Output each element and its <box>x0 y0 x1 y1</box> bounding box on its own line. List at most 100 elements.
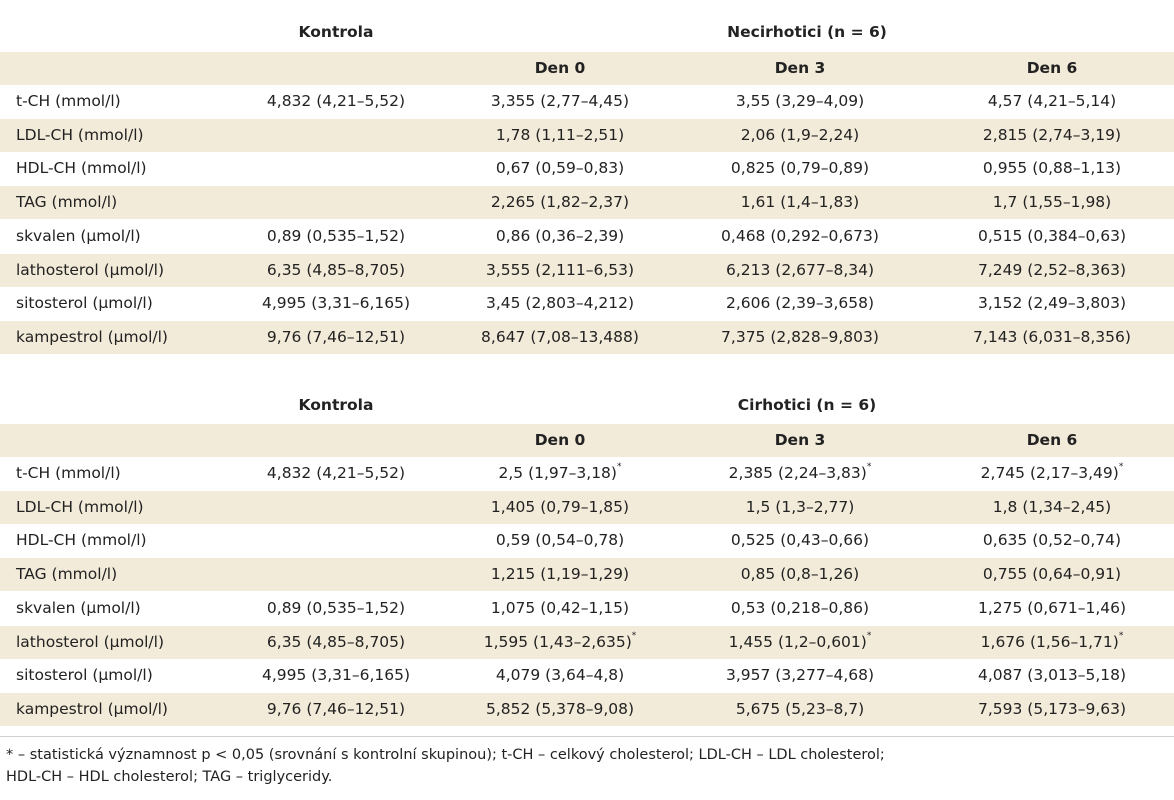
den0-cell-value: 4,079 (3,64–4,8) <box>495 666 625 685</box>
day-header: Den 6 <box>1026 431 1078 449</box>
den3-cell-value: 3,957 (3,277–4,68) <box>725 666 875 685</box>
table-row: skvalen (µmol/l) 0,89 (0,535–1,52) 1,075 (… <box>0 592 1174 625</box>
den6-cell: 2,815 (2,74–3,19) <box>930 119 1174 152</box>
den0-cell: 2,265 (1,82–2,37) <box>440 186 680 219</box>
den0-cell-value: 3,355 (2,77–4,45) <box>490 92 630 110</box>
den3-cell-value: 3,55 (3,29–4,09) <box>735 92 865 110</box>
den6-cell: 2,745 (2,17–3,49)* <box>930 457 1174 490</box>
den3-cell-value: 5,675 (5,23–8,7) <box>735 699 865 718</box>
den6-cell-value: 1,275 (0,671–1,46) <box>977 598 1127 617</box>
row-label-value: t-CH (mmol/l) <box>16 464 121 482</box>
control-cell <box>216 558 456 591</box>
den3-cell: 3,957 (3,277–4,68) <box>680 659 920 692</box>
den6-cell: 0,635 (0,52–0,74) <box>930 524 1174 557</box>
den0-cell-value: 3,555 (2,111–6,53) <box>485 260 635 279</box>
group-header-row: Kontrola Necirhotici (n = 6) <box>0 16 1174 49</box>
control-cell-value: 4,832 (4,21–5,52) <box>266 92 406 110</box>
table-row: LDL-CH (mmol/l) 1,405 (0,79–1,85) 1,5 (1,3… <box>0 490 1174 524</box>
row-label: LDL-CH (mmol/l) <box>16 491 144 524</box>
den6-cell: 3,152 (2,49–3,803) <box>930 287 1174 320</box>
den3-cell: 1,61 (1,4–1,83) <box>680 186 920 219</box>
den6-cell: 7,593 (5,173–9,63) <box>930 693 1174 726</box>
den0-cell: 2,5 (1,97–3,18)* <box>440 457 680 490</box>
row-label: kampestrol (µmol/l) <box>16 321 168 354</box>
den6-cell-value: 0,755 (0,64–0,91) <box>982 565 1122 584</box>
control-cell: 4,832 (4,21–5,52) <box>216 85 456 118</box>
den3-cell: 5,675 (5,23–8,7) <box>680 693 920 726</box>
footnote-line: HDL-CH – HDL cholesterol; TAG – triglyce… <box>6 769 333 785</box>
control-cell: 6,35 (4,85–8,705) <box>216 254 456 287</box>
control-cell <box>216 186 456 219</box>
den6-cell-value: 7,249 (2,52–8,363) <box>977 260 1127 279</box>
table-row: t-CH (mmol/l) 4,832 (4,21–5,52) 2,5 (1,97–… <box>0 457 1174 490</box>
den0-cell: 3,355 (2,77–4,45) <box>440 85 680 118</box>
row-label-value: skvalen (µmol/l) <box>16 226 141 245</box>
table-row: lathosterol (µmol/l) 6,35 (4,85–8,705) 1,5… <box>0 625 1174 659</box>
control-cell <box>216 524 456 557</box>
row-label-value: sitosterol (µmol/l) <box>16 294 153 313</box>
den6-cell: 1,676 (1,56–1,71)* <box>930 626 1174 659</box>
control-cell <box>216 152 456 185</box>
row-label: LDL-CH (mmol/l) <box>16 119 144 152</box>
significance-marker: * <box>616 462 622 472</box>
den0-cell: 0,86 (0,36–2,39) <box>440 220 680 253</box>
row-label: sitosterol (µmol/l) <box>16 659 153 692</box>
den0-cell-value: 1,405 (0,79–1,85) <box>490 497 630 516</box>
row-label: skvalen (µmol/l) <box>16 592 141 625</box>
significance-marker: * <box>866 462 872 472</box>
control-cell: 9,76 (7,46–12,51) <box>216 321 456 354</box>
control-header: Kontrola <box>298 396 374 414</box>
den3-cell-value: 1,61 (1,4–1,83) <box>740 193 860 212</box>
den3-cell-value: 1,5 (1,3–2,77) <box>745 497 855 516</box>
significance-marker: * <box>1118 462 1124 472</box>
control-cell: 4,995 (3,31–6,165) <box>216 287 456 320</box>
row-label-value: t-CH (mmol/l) <box>16 92 121 110</box>
day-header: Den 3 <box>774 59 826 77</box>
den3-cell-value: 0,525 (0,43–0,66) <box>730 531 870 550</box>
day-header: Den 0 <box>534 431 586 449</box>
row-label-value: skvalen (µmol/l) <box>16 598 141 617</box>
control-cell <box>216 119 456 152</box>
row-label: TAG (mmol/l) <box>16 558 117 591</box>
row-label-value: HDL-CH (mmol/l) <box>16 531 147 550</box>
den6-cell-value: 1,676 (1,56–1,71) <box>980 632 1119 651</box>
den3-cell: 0,85 (0,8–1,26) <box>680 558 920 591</box>
den6-cell: 0,515 (0,384–0,63) <box>930 220 1174 253</box>
den6-cell-value: 2,745 (2,17–3,49) <box>980 464 1119 482</box>
den0-cell-value: 3,45 (2,803–4,212) <box>485 294 635 313</box>
group-header: Necirhotici (n = 6) <box>727 23 887 41</box>
row-label-value: TAG (mmol/l) <box>16 565 118 584</box>
den6-cell-value: 4,57 (4,21–5,14) <box>987 92 1117 110</box>
control-cell <box>216 491 456 524</box>
table-row: sitosterol (µmol/l) 4,995 (3,31–6,165) 3,4… <box>0 287 1174 320</box>
table-row: kampestrol (µmol/l) 9,76 (7,46–12,51) 8,64… <box>0 320 1174 354</box>
den0-cell: 1,595 (1,43–2,635)* <box>440 626 680 659</box>
control-cell-value: 0,89 (0,535–1,52) <box>266 598 406 617</box>
den3-cell-value: 2,385 (2,24–3,83) <box>728 464 867 482</box>
den3-cell-value: 6,213 (2,677–8,34) <box>725 260 875 279</box>
den0-cell: 8,647 (7,08–13,488) <box>440 321 680 354</box>
row-label-value: kampestrol (µmol/l) <box>16 699 168 718</box>
den0-cell: 1,405 (0,79–1,85) <box>440 491 680 524</box>
den0-cell: 0,67 (0,59–0,83) <box>440 152 680 185</box>
den0-cell: 1,075 (0,42–1,15) <box>440 592 680 625</box>
table-row: t-CH (mmol/l) 4,832 (4,21–5,52) 3,355 (2,7… <box>0 85 1174 118</box>
den3-cell-value: 0,468 (0,292–0,673) <box>721 226 879 245</box>
footnote-divider <box>0 736 1174 737</box>
row-label-value: lathosterol (µmol/l) <box>16 260 164 279</box>
row-label-value: sitosterol (µmol/l) <box>16 666 153 685</box>
den0-cell-value: 5,852 (5,378–9,08) <box>485 699 635 718</box>
significance-marker: * <box>1118 630 1124 641</box>
den0-cell: 1,215 (1,19–1,29) <box>440 558 680 591</box>
table-row: TAG (mmol/l) 1,215 (1,19–1,29) 0,85 (0,8–1… <box>0 558 1174 592</box>
den0-cell-value: 8,647 (7,08–13,488) <box>481 327 639 346</box>
den0-cell: 1,78 (1,11–2,51) <box>440 119 680 152</box>
den3-cell: 0,825 (0,79–0,89) <box>680 152 920 185</box>
table-row: skvalen (µmol/l) 0,89 (0,535–1,52) 0,86 (0… <box>0 220 1174 253</box>
den3-cell: 6,213 (2,677–8,34) <box>680 254 920 287</box>
den0-cell: 3,45 (2,803–4,212) <box>440 287 680 320</box>
den3-cell: 0,53 (0,218–0,86) <box>680 592 920 625</box>
row-label: HDL-CH (mmol/l) <box>16 524 147 557</box>
group-header: Cirhotici (n = 6) <box>737 396 877 414</box>
den0-cell: 3,555 (2,111–6,53) <box>440 254 680 287</box>
